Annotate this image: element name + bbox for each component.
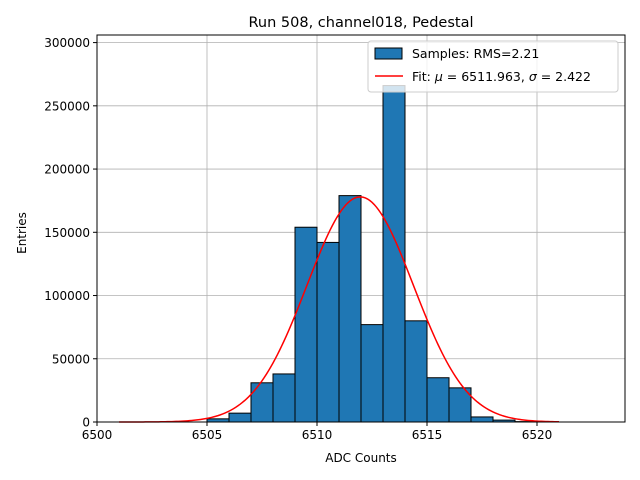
histogram-bars [206,85,538,423]
y-tick-label: 200000 [44,163,90,177]
y-axis-ticks: 0 50000 100000 150000 200000 250000 300000 [44,36,97,430]
histogram-bar [426,377,450,423]
legend-histogram-swatch [374,47,403,60]
y-tick-label: 0 [82,416,90,430]
legend-histogram-label: Samples: RMS=2.21 [412,46,539,61]
histogram-bar [228,412,252,423]
y-tick-label: 100000 [44,289,90,303]
x-tick-label: 6515 [412,428,443,442]
histogram-bar [272,373,296,423]
axes-frame [96,34,626,423]
y-tick-label: 300000 [44,36,90,50]
histogram-bar [382,85,406,423]
histogram-bar [360,324,384,423]
x-tick-label: 6520 [522,428,553,442]
x-axis-label: ADC Counts [325,451,397,465]
y-tick-label: 50000 [52,352,90,366]
histogram-bar [404,320,428,423]
histogram-bar [338,195,362,423]
histogram-bar [316,241,340,423]
gaussian-fit-curve [119,196,560,423]
x-axis-ticks: 6500 6505 6510 6515 6520 [82,422,553,442]
histogram-bar [250,382,274,423]
chart-title: Run 508, channel018, Pedestal [248,15,473,31]
legend-box [367,40,619,93]
x-tick-label: 6505 [192,428,223,442]
y-tick-label: 250000 [44,99,90,113]
histogram-bar [294,226,318,423]
x-tick-label: 6500 [82,428,113,442]
y-tick-label: 150000 [44,226,90,240]
legend: Samples: RMS=2.21 Fit: μ = 6511.963, σ =… [367,40,619,93]
legend-fit-label: Fit: μ = 6511.963, σ = 2.422 [412,69,591,84]
x-tick-label: 6510 [302,428,333,442]
y-axis-label: Entries [15,212,29,254]
histogram-bar [470,416,494,423]
